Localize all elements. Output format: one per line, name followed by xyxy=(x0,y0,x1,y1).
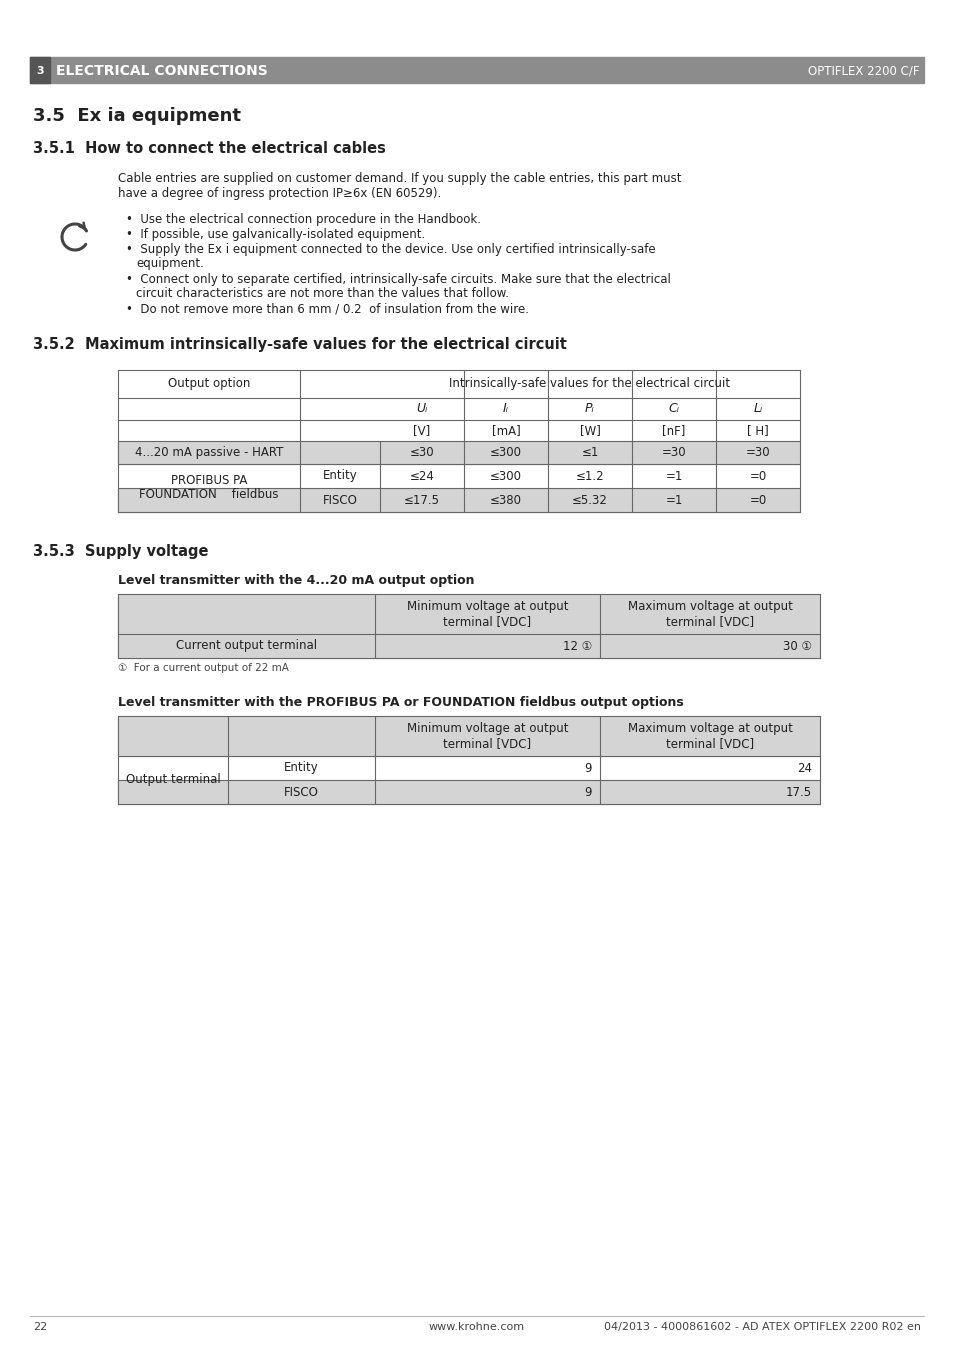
Text: Maximum voltage at output
terminal [VDC]: Maximum voltage at output terminal [VDC] xyxy=(627,721,792,750)
Text: 3: 3 xyxy=(36,66,44,76)
Bar xyxy=(118,781,819,804)
Text: ≤30: ≤30 xyxy=(409,446,434,459)
Bar xyxy=(30,57,923,82)
Text: OPTIFLEX 2200 C/F: OPTIFLEX 2200 C/F xyxy=(807,65,919,77)
Text: ELECTRICAL CONNECTIONS: ELECTRICAL CONNECTIONS xyxy=(56,63,268,78)
Text: =1: =1 xyxy=(664,493,682,507)
Text: ①  For a current output of 22 mA: ① For a current output of 22 mA xyxy=(118,663,289,673)
Text: =0: =0 xyxy=(749,493,766,507)
Text: 3.5  Ex ia equipment: 3.5 Ex ia equipment xyxy=(33,107,241,126)
Text: =30: =30 xyxy=(661,446,685,459)
Text: •  Use the electrical connection procedure in the Handbook.: • Use the electrical connection procedur… xyxy=(126,213,480,226)
Text: 24: 24 xyxy=(796,762,811,774)
Text: ≤17.5: ≤17.5 xyxy=(403,493,439,507)
Text: PROFIBUS PA: PROFIBUS PA xyxy=(171,474,247,488)
Text: •  Supply the Ex i equipment connected to the device. Use only certified intrins: • Supply the Ex i equipment connected to… xyxy=(126,243,655,255)
Text: Output terminal: Output terminal xyxy=(126,774,220,786)
Text: Minimum voltage at output
terminal [VDC]: Minimum voltage at output terminal [VDC] xyxy=(406,600,568,628)
Text: Uᵢ: Uᵢ xyxy=(416,403,427,416)
Text: Cable entries are supplied on customer demand. If you supply the cable entries, : Cable entries are supplied on customer d… xyxy=(118,172,680,185)
Bar xyxy=(118,594,819,634)
Text: 3.5.1  How to connect the electrical cables: 3.5.1 How to connect the electrical cabl… xyxy=(33,141,385,155)
Text: ≤1: ≤1 xyxy=(580,446,598,459)
Text: ≤24: ≤24 xyxy=(409,470,434,482)
Text: Minimum voltage at output
terminal [VDC]: Minimum voltage at output terminal [VDC] xyxy=(406,721,568,750)
Text: equipment.: equipment. xyxy=(136,257,204,270)
Bar xyxy=(30,57,50,82)
Text: 9: 9 xyxy=(584,762,592,774)
Text: ≤5.32: ≤5.32 xyxy=(572,493,607,507)
Text: circuit characteristics are not more than the values that follow.: circuit characteristics are not more tha… xyxy=(136,286,509,300)
Text: 3.5.2  Maximum intrinsically-safe values for the electrical circuit: 3.5.2 Maximum intrinsically-safe values … xyxy=(33,336,566,353)
Text: Level transmitter with the PROFIBUS PA or FOUNDATION fieldbus output options: Level transmitter with the PROFIBUS PA o… xyxy=(118,696,683,709)
Text: 22: 22 xyxy=(33,1323,48,1332)
Text: ≤380: ≤380 xyxy=(490,493,521,507)
Text: 3.5.3  Supply voltage: 3.5.3 Supply voltage xyxy=(33,544,209,559)
Text: Entity: Entity xyxy=(284,762,318,774)
Text: Maximum voltage at output
terminal [VDC]: Maximum voltage at output terminal [VDC] xyxy=(627,600,792,628)
Text: ≤300: ≤300 xyxy=(490,470,521,482)
Text: have a degree of ingress protection IP≥6x (EN 60529).: have a degree of ingress protection IP≥6… xyxy=(118,186,441,200)
Text: 12 ①: 12 ① xyxy=(562,639,592,653)
Text: Cᵢ: Cᵢ xyxy=(668,403,679,416)
Text: Lᵢ: Lᵢ xyxy=(753,403,761,416)
Text: •  Connect only to separate certified, intrinsically-safe circuits. Make sure th: • Connect only to separate certified, in… xyxy=(126,273,670,286)
Text: Intrinsically-safe values for the electrical circuit: Intrinsically-safe values for the electr… xyxy=(449,377,730,390)
Text: 04/2013 - 4000861602 - AD ATEX OPTIFLEX 2200 R02 en: 04/2013 - 4000861602 - AD ATEX OPTIFLEX … xyxy=(603,1323,920,1332)
Text: ≤1.2: ≤1.2 xyxy=(575,470,603,482)
Text: Current output terminal: Current output terminal xyxy=(175,639,316,653)
Text: FOUNDATION    fieldbus: FOUNDATION fieldbus xyxy=(139,489,278,501)
Text: www.krohne.com: www.krohne.com xyxy=(429,1323,524,1332)
Text: =1: =1 xyxy=(664,470,682,482)
Text: 30 ①: 30 ① xyxy=(782,639,811,653)
Text: •  Do not remove more than 6 mm / 0.2  of insulation from the wire.: • Do not remove more than 6 mm / 0.2 of … xyxy=(126,303,529,316)
Bar xyxy=(118,489,799,512)
Text: ≤300: ≤300 xyxy=(490,446,521,459)
Text: =0: =0 xyxy=(749,470,766,482)
Text: [nF]: [nF] xyxy=(661,424,685,436)
Text: Pᵢ: Pᵢ xyxy=(584,403,595,416)
Bar xyxy=(118,635,819,658)
Text: 17.5: 17.5 xyxy=(785,785,811,798)
Text: Iᵢ: Iᵢ xyxy=(502,403,509,416)
Text: [mA]: [mA] xyxy=(491,424,519,436)
Text: Entity: Entity xyxy=(322,470,357,482)
Text: [ H]: [ H] xyxy=(746,424,768,436)
Text: FISCO: FISCO xyxy=(284,785,318,798)
Text: 4...20 mA passive - HART: 4...20 mA passive - HART xyxy=(134,446,283,459)
Text: [V]: [V] xyxy=(413,424,430,436)
Text: [W]: [W] xyxy=(579,424,599,436)
Bar xyxy=(118,716,819,755)
Text: =30: =30 xyxy=(745,446,769,459)
Text: Output option: Output option xyxy=(168,377,250,390)
Bar xyxy=(118,442,799,463)
Text: •  If possible, use galvanically-isolated equipment.: • If possible, use galvanically-isolated… xyxy=(126,228,425,240)
Text: Level transmitter with the 4...20 mA output option: Level transmitter with the 4...20 mA out… xyxy=(118,574,474,586)
Text: 9: 9 xyxy=(584,785,592,798)
Text: FISCO: FISCO xyxy=(322,493,357,507)
